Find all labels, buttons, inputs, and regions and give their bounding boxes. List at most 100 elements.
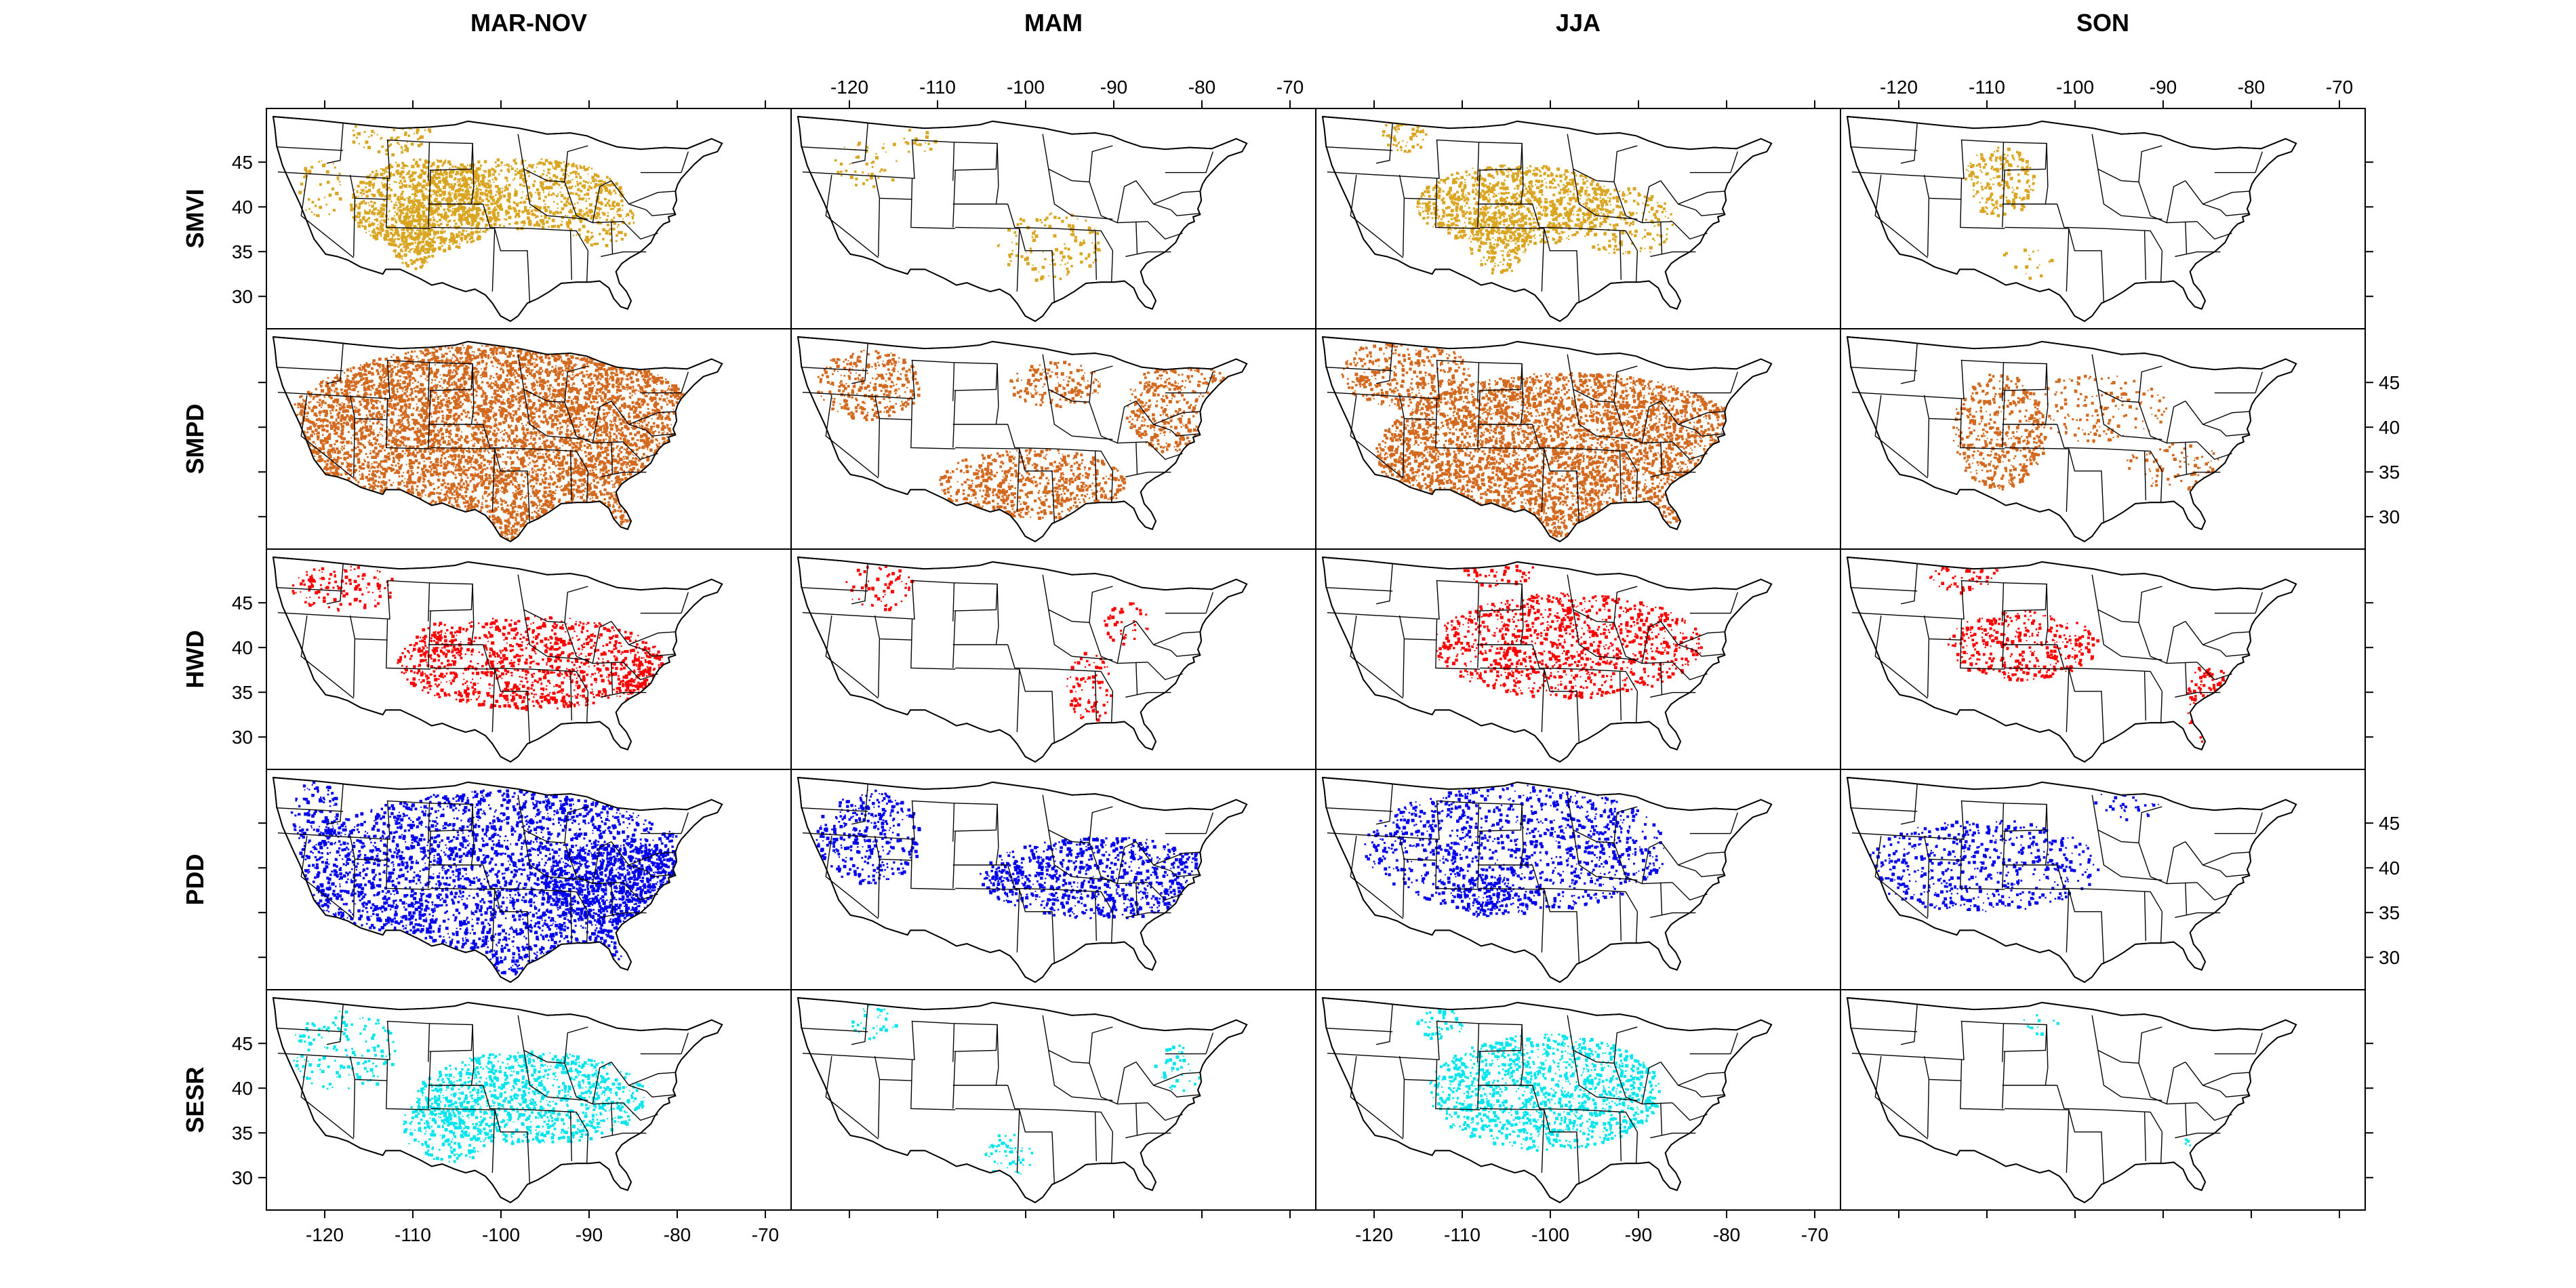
panel-pdd-son <box>1840 769 2366 990</box>
latitude-tick-label: 45 <box>232 152 253 173</box>
panels <box>266 108 2366 1211</box>
drought-occurrence-cells <box>834 128 1102 282</box>
longitude-tick-label: -110 <box>1969 77 2005 98</box>
state-boundaries <box>276 1004 689 1185</box>
us-map <box>1321 997 1773 1203</box>
longitude-tick-label: -120 <box>306 1224 344 1245</box>
us-outline <box>1322 116 1773 322</box>
latitude-tick-label: 35 <box>2379 462 2400 483</box>
state-boundaries <box>276 343 689 524</box>
longitude-tick-label: -110 <box>919 77 956 98</box>
latitude-tick-label: 30 <box>2379 947 2400 968</box>
state-boundaries <box>276 123 689 304</box>
longitude-tick-label: -110 <box>1444 1224 1481 1245</box>
panel-smvi-marnov <box>266 108 792 329</box>
longitude-tick-label: -80 <box>664 1224 691 1245</box>
us-outline <box>1847 777 2297 983</box>
column-title-marnov: MAR-NOV <box>470 9 587 37</box>
latitude-tick-label: 30 <box>232 1167 253 1188</box>
longitude-tick-label: -100 <box>482 1224 520 1245</box>
row-title-pdd: PDD <box>181 853 209 905</box>
us-map <box>1846 336 2297 542</box>
us-map <box>1846 115 2297 322</box>
us-outline <box>1847 997 2297 1203</box>
us-map <box>1846 556 2297 763</box>
longitude-tick-label: -80 <box>2238 77 2265 98</box>
longitude-tick-label: -70 <box>1276 77 1304 98</box>
longitude-tick-label: -80 <box>1188 77 1215 98</box>
state-boundaries <box>1325 784 1738 965</box>
us-outline <box>1322 557 1773 763</box>
panel-smpd-son <box>1840 328 2366 550</box>
longitude-tick-label: -70 <box>752 1224 779 1245</box>
state-boundaries <box>1325 563 1738 744</box>
longitude-tick-label: -80 <box>1713 1224 1740 1245</box>
us-map <box>797 556 1248 763</box>
us-map <box>272 336 723 542</box>
us-map <box>1321 336 1773 542</box>
column-title-mam: MAM <box>1024 9 1083 37</box>
us-outline <box>1847 336 2297 542</box>
panel-pdd-mam <box>790 769 1316 990</box>
longitude-tick-label: -70 <box>2326 77 2353 98</box>
state-boundaries <box>801 1004 1213 1185</box>
drought-occurrence-cells <box>851 1004 1202 1180</box>
latitude-tick-label: 35 <box>232 1123 253 1144</box>
us-map <box>797 997 1248 1203</box>
panel-sesr-son <box>1840 989 2366 1211</box>
latitude-tick-label: 40 <box>232 637 253 658</box>
us-outline <box>1847 116 2297 322</box>
us-map <box>272 776 723 983</box>
us-map <box>797 115 1248 322</box>
state-boundaries <box>801 784 1213 965</box>
us-map <box>272 997 723 1203</box>
state-boundaries <box>1850 1004 2263 1185</box>
state-boundaries <box>801 343 1213 524</box>
us-map <box>797 776 1248 983</box>
panel-smpd-jja <box>1315 328 1841 550</box>
state-boundaries <box>1325 343 1738 524</box>
us-map <box>1321 115 1773 322</box>
titles: MAR-NOV MAM JJA SON SMVI SMPD HWD PDD SESR <box>181 9 2129 1133</box>
state-boundaries <box>801 563 1213 744</box>
latitude-tick-label: 40 <box>232 197 253 218</box>
us-map <box>1846 776 2297 983</box>
state-boundaries <box>276 784 689 965</box>
state-boundaries <box>1850 123 2263 304</box>
row-title-smpd: SMPD <box>181 403 209 474</box>
panel-smvi-son <box>1840 108 2366 329</box>
panel-sesr-jja <box>1315 989 1841 1211</box>
state-boundaries <box>1850 784 2263 965</box>
panel-hwd-jja <box>1315 548 1841 770</box>
state-boundaries <box>1850 563 2263 744</box>
us-outline <box>797 116 1248 322</box>
state-boundaries <box>1850 343 2263 524</box>
panel-hwd-son <box>1840 548 2366 770</box>
us-outline <box>1322 997 1773 1203</box>
axes: -120 -110 -100 -90 -80 -70 -120 -110 -100 -90 -80 -… <box>232 77 2400 1245</box>
latitude-tick-label: 45 <box>2379 813 2400 834</box>
panel-smvi-mam <box>790 108 1316 329</box>
panel-smpd-mam <box>790 328 1316 550</box>
latitude-tick-label: 35 <box>232 682 253 703</box>
panel-frame <box>1840 989 2366 1211</box>
panel-pdd-jja <box>1315 769 1841 990</box>
latitude-tick-label: 40 <box>232 1078 253 1099</box>
us-map <box>1321 776 1773 983</box>
latitude-tick-label: 45 <box>232 1033 253 1054</box>
us-outline <box>273 997 723 1203</box>
latitude-tick-label: 30 <box>232 727 253 748</box>
drought-occurrence-cells <box>845 565 1149 722</box>
us-map <box>1321 556 1773 763</box>
drought-occurrence-cells <box>298 117 635 270</box>
latitude-tick-label: 45 <box>232 592 253 613</box>
panel-smpd-marnov <box>266 328 792 550</box>
us-map <box>272 115 723 322</box>
panel-hwd-marnov <box>266 548 792 770</box>
panel-hwd-mam <box>790 548 1316 770</box>
longitude-tick-label: -100 <box>1007 77 1045 98</box>
longitude-tick-label: -90 <box>2150 77 2177 98</box>
longitude-tick-label: -120 <box>830 77 868 98</box>
longitude-tick-label: -90 <box>576 1224 603 1245</box>
